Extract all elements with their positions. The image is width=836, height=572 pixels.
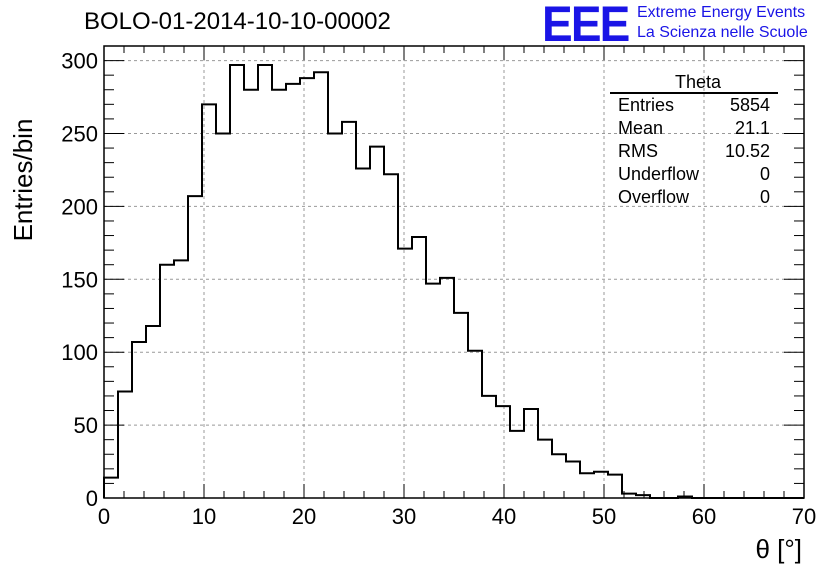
stats-row: Underflow 0 xyxy=(610,163,778,186)
x-tick-label: 30 xyxy=(392,504,416,529)
stats-row: Entries 5854 xyxy=(610,94,778,117)
stats-title: Theta xyxy=(610,72,778,94)
y-tick-label: 300 xyxy=(61,49,98,74)
stats-label: Mean xyxy=(618,118,664,138)
x-tick-label: 60 xyxy=(692,504,716,529)
y-tick-label: 150 xyxy=(61,267,98,292)
stats-value: 0 xyxy=(759,187,770,207)
axis-ticks xyxy=(103,46,805,499)
logo-text: Extreme Energy Events La Scienza nelle S… xyxy=(637,3,808,43)
plot-frame xyxy=(103,45,805,499)
y-tick-label: 100 xyxy=(61,340,98,365)
x-tick-label: 20 xyxy=(292,504,316,529)
logo-line-2: La Scienza nelle Scuole xyxy=(637,24,808,41)
x-tick-label: 70 xyxy=(792,504,816,529)
stats-label: Underflow xyxy=(618,164,700,184)
stats-value: 21.1 xyxy=(734,118,770,138)
x-tick-label: 0 xyxy=(98,504,110,529)
stats-value: 5854 xyxy=(729,95,770,115)
eee-logo: EEE xyxy=(542,0,630,52)
stats-label: RMS xyxy=(618,141,658,161)
tick-labels: 0 10 20 30 40 50 60 70 0 50 100 150 200 250 300 xyxy=(61,49,816,529)
y-tick-label: 50 xyxy=(74,413,98,438)
stats-row: Overflow 0 xyxy=(610,186,778,209)
stats-label: Entries xyxy=(618,95,675,115)
x-tick-label: 50 xyxy=(592,504,616,529)
logo-line-1: Extreme Energy Events xyxy=(637,4,806,21)
stats-box: Theta Entries 5854 Mean 21.1 RMS 10.52 U… xyxy=(610,72,778,209)
chart-title: BOLO-01-2014-10-10-00002 xyxy=(84,8,391,35)
y-tick-label: 0 xyxy=(86,486,98,511)
stats-row: Mean 21.1 xyxy=(610,117,778,140)
x-axis-label: θ [°] xyxy=(755,534,802,564)
histogram-outline xyxy=(103,63,804,499)
x-tick-label: 40 xyxy=(492,504,516,529)
y-axis-label: Entries/bin xyxy=(8,118,38,242)
y-tick-label: 200 xyxy=(61,194,98,219)
x-tick-label: 10 xyxy=(192,504,216,529)
stats-value: 10.52 xyxy=(724,141,770,161)
stats-row: RMS 10.52 xyxy=(610,140,778,163)
stats-value: 0 xyxy=(759,164,770,184)
stats-label: Overflow xyxy=(618,187,690,207)
y-tick-label: 250 xyxy=(61,121,98,146)
